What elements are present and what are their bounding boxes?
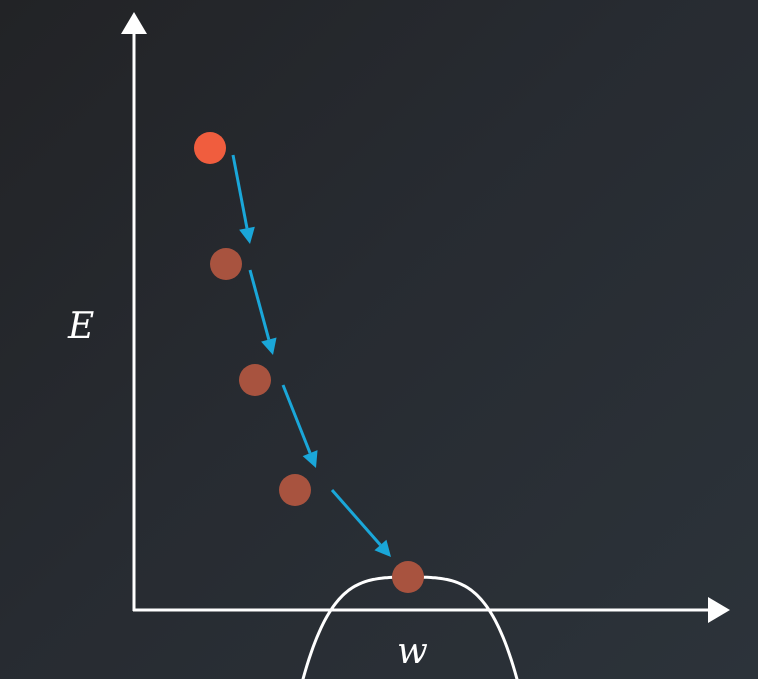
x-axis-label: w: [397, 631, 428, 672]
descent-arrow: [250, 270, 277, 355]
descent-step-point: [279, 474, 311, 506]
descent-arrows: [233, 155, 391, 557]
descent-step-point: [239, 364, 271, 396]
descent-arrow: [283, 385, 318, 468]
descent-arrow: [332, 490, 391, 557]
descent-points: [194, 132, 424, 593]
descent-arrow: [233, 155, 255, 244]
x-axis-arrowhead: [708, 597, 730, 623]
minimum-point: [392, 561, 424, 593]
y-axis-arrowhead: [121, 12, 147, 34]
start-point: [194, 132, 226, 164]
axes: [121, 12, 730, 623]
descent-step-point: [210, 248, 242, 280]
y-axis-label: E: [67, 306, 94, 347]
